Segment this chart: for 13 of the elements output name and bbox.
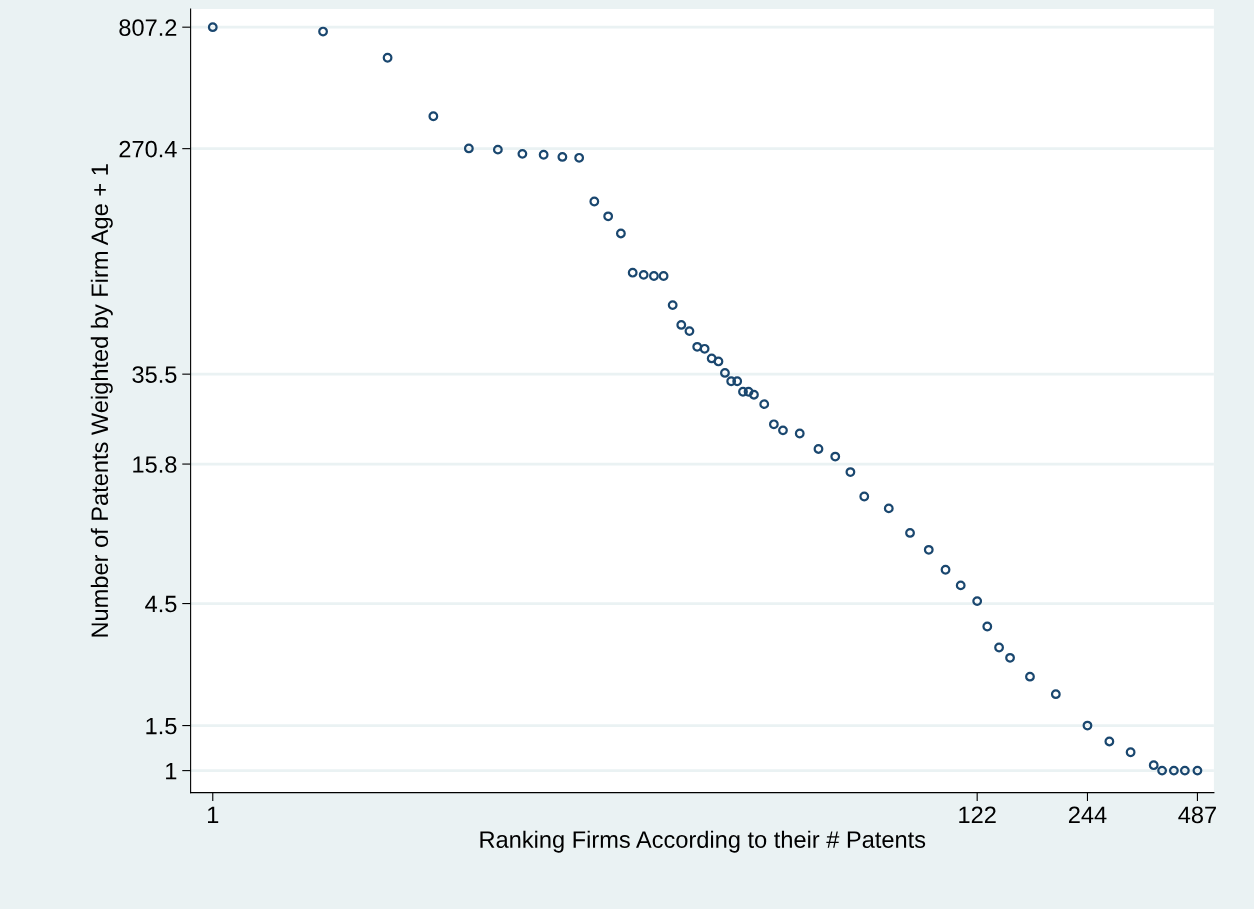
x-tick-label: 487 [1178,806,1216,824]
y-axis-title: Number of Patents Weighted by Firm Age + 1 [90,164,113,637]
x-tick-label: 1 [208,806,219,823]
y-tick-label: 35.5 [132,366,177,383]
y-tick-label: 1.5 [146,717,177,735]
x-tick-label: 122 [959,806,996,823]
y-tick-label: 15.8 [133,456,177,473]
y-tick-label: 270.4 [119,140,177,158]
x-tick-label: 244 [1068,806,1107,823]
x-axis-title: Ranking Firms According to their # Patents [480,830,926,853]
y-tick-label: 807.2 [119,19,177,36]
y-tick-label: 4.5 [145,595,177,613]
y-tick-label: 1 [166,762,177,780]
